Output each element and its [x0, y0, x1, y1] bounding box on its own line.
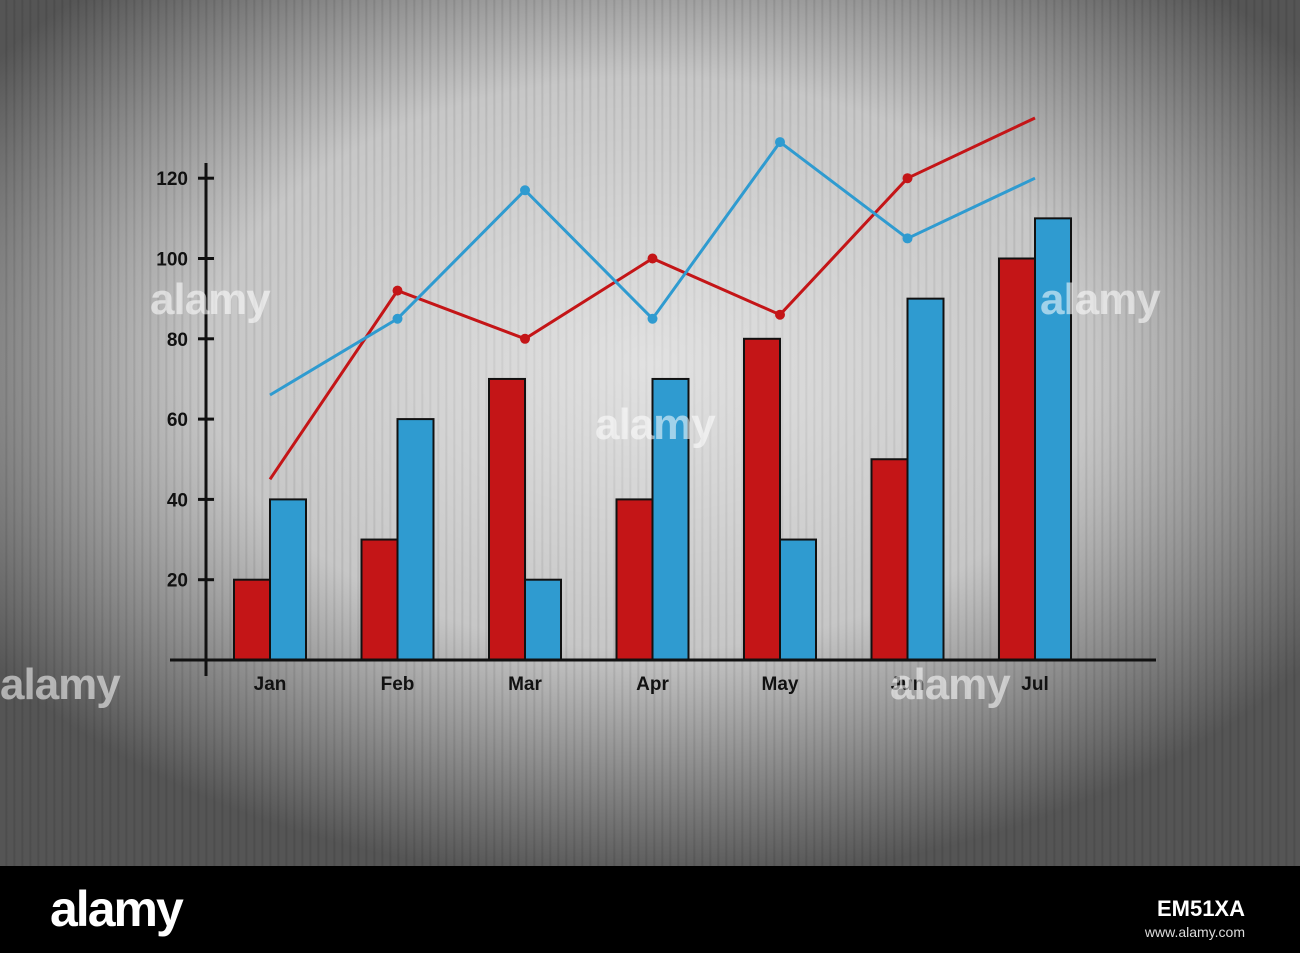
bar-red-jul — [998, 257, 1036, 661]
watermark-text: alamy — [595, 400, 716, 449]
watermark-text: alamy — [890, 660, 1011, 709]
bar-blue-feb — [396, 418, 435, 661]
combo-chart: 20 40 60 80 100 120 Jan Feb Mar Apr May Jun Jul — [156, 116, 1156, 695]
y-tick-label: 80 — [167, 330, 188, 351]
y-tick-label: 100 — [156, 250, 188, 271]
x-category-label: Mar — [508, 674, 542, 695]
x-category-label: Apr — [636, 674, 669, 695]
point-red-jun — [902, 173, 913, 184]
bar-red-feb — [360, 538, 399, 661]
point-red-apr — [647, 253, 658, 264]
point-blue-mar — [520, 185, 530, 196]
x-category-label: May — [762, 674, 799, 695]
y-tick-label: 60 — [167, 410, 188, 431]
y-tick-label: 40 — [167, 490, 188, 511]
y-tick-label: 120 — [156, 169, 188, 190]
point-blue-feb — [392, 313, 403, 324]
textured-background: 20 40 60 80 100 120 Jan Feb Mar Apr May Jun Jul ala… — [0, 0, 1300, 866]
point-blue-jun — [902, 233, 913, 244]
footer-image-id: EM51XA — [1156, 896, 1245, 921]
bar-blue-jul — [1034, 217, 1072, 661]
bar-red-may — [743, 337, 781, 661]
footer-url: www.alamy.com — [1144, 924, 1245, 940]
point-red-feb — [392, 285, 403, 296]
x-category-label: Feb — [381, 674, 415, 695]
bar-blue-jan — [269, 498, 307, 661]
x-category-label: Jul — [1021, 674, 1048, 695]
watermark-text: alamy — [1040, 275, 1161, 324]
x-category-label: Jun — [891, 674, 925, 695]
watermark-text: alamy — [150, 275, 271, 324]
bar-blue-may — [779, 538, 817, 661]
bar-blue-mar — [524, 578, 562, 662]
point-red-mar — [520, 333, 530, 344]
footer-logo: alamy — [50, 881, 184, 937]
bar-red-mar — [488, 377, 526, 661]
y-tick-label: 20 — [167, 571, 188, 592]
bar-blue-apr — [651, 377, 690, 661]
point-blue-may — [775, 137, 785, 148]
point-blue-apr — [647, 313, 658, 324]
bar-red-jan — [233, 578, 271, 662]
footer-bar: alamy EM51XA www.alamy.com — [0, 866, 1300, 953]
bar-red-apr — [615, 498, 654, 661]
bar-blue-jun — [906, 297, 945, 661]
point-red-may — [775, 309, 785, 320]
x-category-label: Jan — [254, 674, 287, 695]
watermark-text: alamy — [0, 660, 121, 709]
bar-red-jun — [870, 458, 909, 661]
